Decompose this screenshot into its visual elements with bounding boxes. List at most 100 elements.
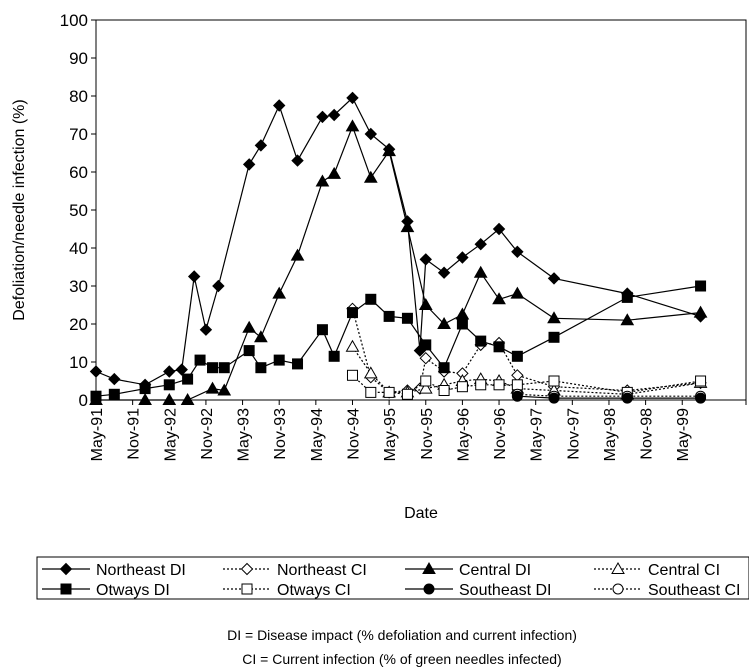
- x-tick-label: May-92: [162, 408, 179, 461]
- data-point: [346, 91, 359, 105]
- legend-item-otways-ci: Otways CI: [223, 582, 351, 599]
- data-point: [693, 305, 708, 318]
- x-tick-label: Nov-98: [639, 408, 656, 460]
- legend-label: Central DI: [459, 562, 531, 579]
- data-point: [547, 272, 561, 285]
- data-point: [207, 362, 219, 374]
- legend-marker: [612, 583, 624, 595]
- data-point: [511, 379, 523, 391]
- x-tick-label: Nov-97: [565, 408, 582, 460]
- y-tick-label: 40: [69, 239, 88, 258]
- data-point: [400, 220, 415, 233]
- data-point: [242, 320, 257, 333]
- x-tick-label: Nov-95: [419, 408, 436, 460]
- legend-label: Otways DI: [96, 582, 170, 599]
- data-point: [695, 280, 707, 292]
- y-tick-label: 90: [69, 49, 88, 68]
- data-point: [217, 383, 232, 396]
- data-point: [182, 373, 194, 385]
- data-point: [511, 369, 524, 382]
- x-tick-label: May-97: [529, 408, 546, 461]
- series-central-ci: [345, 339, 708, 400]
- data-point: [254, 330, 268, 343]
- data-point: [547, 311, 561, 324]
- x-tick-label: May-95: [382, 408, 399, 461]
- data-point: [437, 266, 451, 279]
- data-point: [316, 110, 329, 124]
- data-point: [456, 381, 468, 393]
- data-point: [273, 354, 285, 366]
- data-point: [163, 379, 175, 391]
- data-point: [455, 307, 470, 320]
- y-tick-label: 100: [60, 11, 88, 30]
- data-point: [474, 237, 487, 251]
- series-line: [96, 124, 701, 401]
- data-point: [272, 99, 286, 112]
- data-point: [475, 379, 487, 391]
- data-point: [492, 222, 506, 236]
- data-point: [510, 286, 525, 299]
- data-point: [401, 312, 413, 324]
- legend-marker: [611, 561, 625, 574]
- data-point: [345, 119, 360, 132]
- legend-marker: [423, 583, 435, 595]
- x-tick-label: May-99: [675, 408, 692, 461]
- y-tick-label: 0: [79, 391, 88, 410]
- legend-label: Southeast CI: [648, 582, 741, 599]
- series-otways-ci: [346, 369, 707, 400]
- series-line: [517, 393, 701, 397]
- x-tick-label: May-93: [236, 408, 253, 461]
- data-point: [493, 341, 505, 353]
- data-point: [456, 251, 469, 264]
- data-point: [420, 339, 432, 351]
- x-axis-ticks: May-91 Nov-91 May-92 Nov-92 May-93 Nov-93 May-…: [89, 400, 747, 461]
- data-point: [620, 313, 635, 326]
- series-line: [517, 395, 701, 399]
- footnote-ci: CI = Current infection (% of green needl…: [242, 651, 561, 667]
- x-tick-label: May-94: [309, 408, 326, 461]
- legend-item-southeast-ci: Southeast CI: [594, 582, 741, 599]
- data-point: [418, 381, 433, 394]
- data-point: [290, 248, 305, 261]
- data-point: [194, 354, 206, 366]
- data-point: [695, 375, 707, 387]
- data-point: [363, 170, 378, 183]
- data-point: [493, 379, 505, 391]
- data-point: [272, 286, 287, 299]
- x-tick-label: Nov-91: [126, 408, 143, 460]
- data-point: [492, 292, 506, 305]
- data-point: [205, 381, 220, 394]
- y-tick-label: 60: [69, 163, 88, 182]
- legend-label: Northeast DI: [96, 562, 186, 579]
- data-point: [138, 392, 152, 405]
- y-axis-label: Defoliation/needle infection (%): [11, 99, 28, 320]
- data-point: [327, 108, 341, 122]
- y-tick-label: 20: [69, 315, 88, 334]
- data-point: [346, 369, 358, 381]
- data-point: [292, 358, 304, 370]
- x-tick-label: Nov-93: [272, 408, 289, 460]
- y-tick-label: 10: [69, 353, 88, 372]
- data-point: [346, 307, 358, 319]
- data-point: [365, 293, 377, 305]
- y-tick-label: 80: [69, 87, 88, 106]
- data-point: [254, 139, 268, 152]
- data-point: [473, 265, 488, 278]
- x-tick-label: Nov-96: [492, 408, 509, 460]
- data-point: [315, 174, 330, 187]
- data-point: [108, 372, 121, 386]
- data-point: [187, 270, 201, 283]
- y-axis-ticks: 0 10 20 30 40 50 60 70 80 90 100: [60, 11, 96, 410]
- series-layer: [89, 91, 708, 405]
- data-point: [438, 362, 450, 374]
- data-point: [456, 318, 468, 330]
- data-point: [621, 291, 633, 303]
- data-point: [175, 363, 188, 376]
- data-point: [420, 375, 432, 387]
- data-point: [212, 279, 225, 293]
- data-point: [218, 362, 230, 374]
- legend-label: Southeast DI: [459, 582, 552, 599]
- data-point: [255, 362, 267, 374]
- series-southeast-ci: [511, 388, 707, 402]
- data-point: [383, 310, 395, 322]
